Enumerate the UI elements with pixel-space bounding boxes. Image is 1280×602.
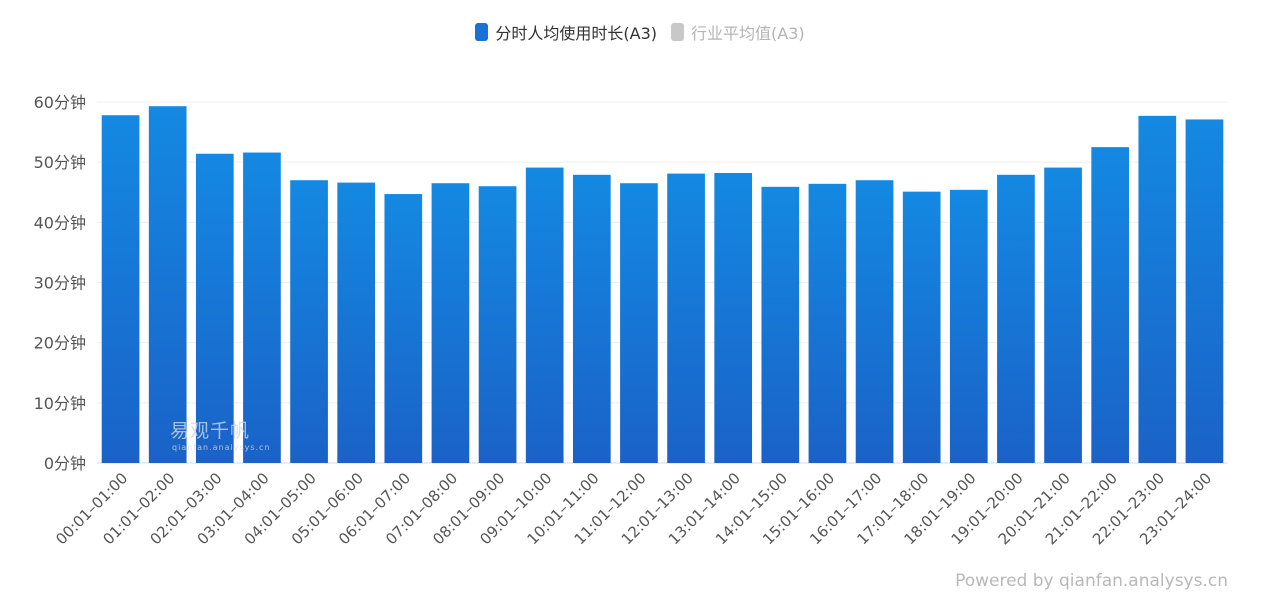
bar-10[interactable] <box>525 167 564 463</box>
y-tick-label: 30分钟 <box>34 274 86 293</box>
bar-4[interactable] <box>243 152 281 464</box>
bar-5[interactable] <box>290 180 328 463</box>
y-tick-label: 10分钟 <box>34 394 86 413</box>
watermark-logo: 易观千帆 <box>170 420 251 442</box>
bar-7[interactable] <box>384 194 423 463</box>
bar-17[interactable] <box>855 180 894 463</box>
bar-9[interactable] <box>478 186 517 463</box>
powered-by-text[interactable]: Powered by qianfan.analysys.cn <box>955 571 1228 591</box>
watermark-url: qianfan.analysys.cn <box>172 443 271 452</box>
bar-20[interactable] <box>997 174 1035 463</box>
y-tick-label: 40分钟 <box>34 213 86 232</box>
bar-3[interactable] <box>195 153 234 463</box>
bar-19[interactable] <box>949 189 988 464</box>
bar-21[interactable] <box>1044 167 1082 463</box>
legend-item-2[interactable]: 行业平均值(A3) <box>671 20 805 44</box>
bar-12[interactable] <box>620 183 658 463</box>
chart-legend: 分时人均使用时长(A3) 行业平均值(A3) <box>0 20 1280 44</box>
bar-6[interactable] <box>337 182 376 463</box>
bar-13[interactable] <box>667 173 705 463</box>
bar-24[interactable] <box>1185 119 1224 463</box>
legend-swatch <box>475 23 489 41</box>
legend-label: 分时人均使用时长(A3) <box>495 24 657 43</box>
bar-8[interactable] <box>431 183 470 463</box>
bar-1[interactable] <box>101 115 140 463</box>
legend-swatch <box>671 23 684 41</box>
y-tick-label: 20分钟 <box>34 334 86 353</box>
legend-label: 行业平均值(A3) <box>691 24 805 43</box>
y-tick-label: 60分钟 <box>34 93 86 112</box>
y-tick-label: 0分钟 <box>44 454 86 473</box>
legend-item-1[interactable]: 分时人均使用时长(A3) <box>475 20 657 44</box>
bar-15[interactable] <box>761 186 800 463</box>
bar-23[interactable] <box>1138 115 1177 464</box>
bar-11[interactable] <box>572 174 611 463</box>
bar-18[interactable] <box>902 191 941 464</box>
bar-14[interactable] <box>714 172 753 463</box>
bar-2[interactable] <box>148 106 187 463</box>
y-tick-label: 50分钟 <box>34 153 86 172</box>
bar-22[interactable] <box>1091 147 1130 463</box>
bar-16[interactable] <box>808 183 847 463</box>
